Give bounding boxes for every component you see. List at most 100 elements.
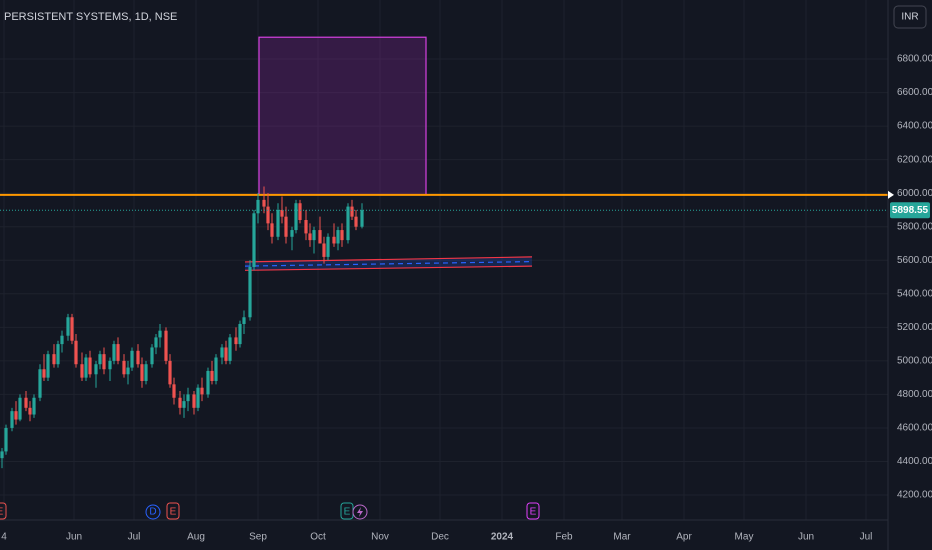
event-label: E [0,507,4,518]
currency-button[interactable] [893,5,927,29]
x-tick-label: Jun [798,532,814,543]
candle-body [94,364,98,375]
candle-body [10,411,14,428]
candle-body [24,397,28,408]
y-tick-label: 6800.00 [897,54,932,65]
candle-body [238,323,242,345]
candle-body [242,317,246,324]
candle-body [360,210,364,227]
x-tick-label: Jul [128,532,141,543]
candle-body [182,401,186,408]
candle-body [256,199,260,214]
y-tick-label: 5800.00 [897,221,932,232]
candle-body [14,411,18,420]
candle-body [294,203,298,231]
candle-body [74,340,78,365]
candle-body [200,387,204,395]
candle-body [312,230,316,241]
candle-body [4,427,8,452]
event-markers: E D E E E [0,502,540,520]
candle-body [144,364,148,381]
hline-axis-marker [888,190,894,199]
event-badge [526,502,540,520]
candle-body [84,357,88,378]
candle-body [332,236,336,244]
x-tick-label: Sep [249,532,267,543]
candle-body [234,337,238,345]
y-tick-label: 5200.00 [897,322,932,333]
candle-body [122,360,126,375]
candle-body [158,330,162,338]
candle-body [116,344,120,361]
plot [0,36,888,469]
y-tick-label: 5600.00 [897,255,932,266]
target-box [258,36,427,196]
event-badge [166,502,180,520]
candle-body [52,354,56,365]
candle-body [186,394,190,402]
candle-body [214,357,218,381]
candle-body [248,266,252,318]
candle-body [284,216,288,237]
candle-body [336,230,340,244]
event-label: D [149,507,156,518]
candle-body [46,354,50,378]
x-tick-label: Mar [613,532,631,543]
currency-label[interactable]: INR [901,12,918,23]
candle-body [178,397,182,408]
candle-body [326,236,330,257]
x-tick-label: Jul [860,532,873,543]
x-tick-label: 2024 [491,532,514,543]
candle-body [270,223,274,237]
candle-body [192,394,196,408]
x-tick-label: Jun [66,532,82,543]
last-price-label: 5898.55 [892,205,929,216]
x-tick-label: Nov [371,532,389,543]
candle-body [66,317,70,336]
x-tick-label: Apr [676,532,692,543]
candle-body [150,347,154,365]
candle-body [42,369,46,378]
candle-body [276,209,280,237]
event-badge [145,504,161,520]
candle-body [32,397,36,415]
x-tick-label: Feb [555,532,573,543]
candle-body [56,344,60,365]
event-label: E [344,507,351,518]
candle-body [18,397,22,420]
candle-body [196,387,200,408]
candle-body [354,216,358,227]
candle-body [308,233,312,241]
last-price-badge [890,202,930,219]
candle-body [298,203,302,221]
candle-body [322,243,326,257]
candle-body [228,337,232,361]
candle-body [252,213,256,267]
channel-line [244,256,533,263]
candle-body [136,350,140,365]
event-label: E [170,507,177,518]
candle-body [318,230,322,244]
grid [0,0,888,520]
candle-body [280,209,284,217]
event-badge [0,502,7,520]
channel-line [244,265,533,271]
candle-body [346,206,350,241]
x-tick-label: Aug [187,532,205,543]
y-tick-label: 6400.00 [897,121,932,132]
candle-body [98,354,102,365]
lightning-icon [357,507,363,517]
y-tick-label: 6600.00 [897,87,932,98]
candle-body [304,220,308,234]
candle-body [60,335,64,345]
x-tick-label: Dec [431,532,449,543]
candle-body [112,344,116,361]
y-tick-label: 4400.00 [897,456,932,467]
candle-body [266,206,270,224]
candle-body [130,350,134,368]
y-tick-label: 5400.00 [897,288,932,299]
y-tick-label: 5000.00 [897,356,932,367]
